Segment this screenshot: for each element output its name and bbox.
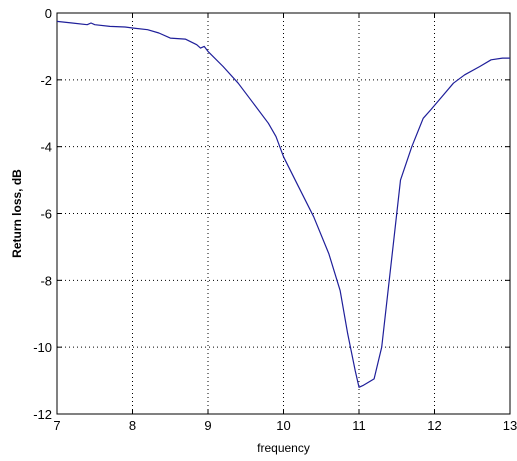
y-tick-label: -8 bbox=[40, 273, 52, 288]
y-tick-label: 0 bbox=[45, 6, 52, 21]
x-tick-label: 10 bbox=[276, 418, 290, 433]
axis-ticks: 7 8 9 10 11 12 13 0 -2 -4 -6 -8 -10 -12 bbox=[33, 6, 517, 433]
x-tick-label: 8 bbox=[129, 418, 136, 433]
series-layer bbox=[56, 20, 510, 388]
x-axis-label: frequency bbox=[257, 441, 310, 455]
y-tick-label: -4 bbox=[40, 140, 52, 155]
y-tick-label: -10 bbox=[33, 340, 52, 355]
x-tick-label: 13 bbox=[503, 418, 517, 433]
x-tick-label: 12 bbox=[427, 418, 441, 433]
x-tick-label: 7 bbox=[53, 418, 60, 433]
series-line bbox=[56, 20, 510, 388]
y-tick-label: -12 bbox=[33, 407, 52, 422]
y-tick-label: -2 bbox=[40, 73, 52, 88]
x-tick-label: 9 bbox=[204, 418, 211, 433]
grid-lines bbox=[57, 13, 510, 414]
y-axis-label: Return loss, dB bbox=[10, 169, 24, 258]
y-tick-label: -6 bbox=[40, 207, 52, 222]
x-tick-label: 11 bbox=[352, 418, 366, 433]
